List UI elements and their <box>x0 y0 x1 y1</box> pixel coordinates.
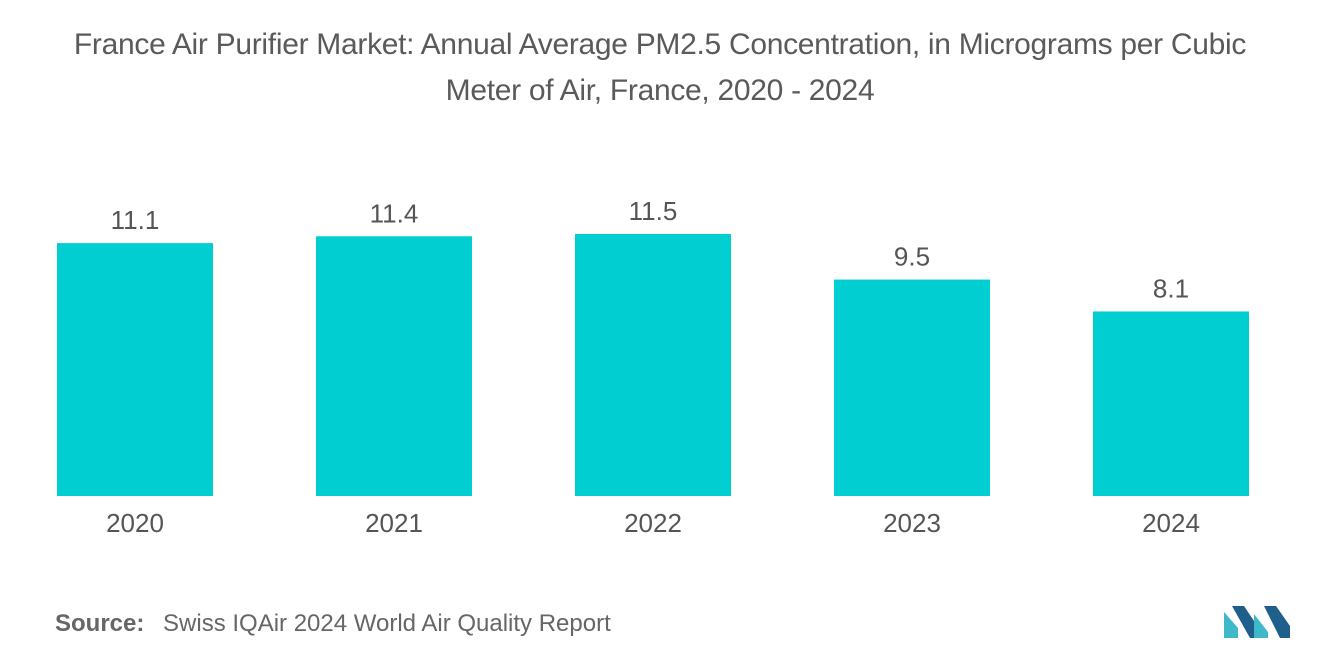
bar-2023 <box>834 279 990 496</box>
logo-shape-mid-2 <box>1254 614 1268 638</box>
chart-title: France Air Purifier Market: Annual Avera… <box>0 22 1320 114</box>
category-label-2021: 2021 <box>365 508 423 538</box>
source-note: Source: Swiss IQAir 2024 World Air Quali… <box>55 610 611 638</box>
value-label-2020: 11.1 <box>111 205 160 235</box>
chart-title-line-1: France Air Purifier Market: Annual Avera… <box>73 28 1247 61</box>
bar-2024 <box>1093 311 1249 496</box>
value-label-2022: 11.5 <box>629 196 678 226</box>
bar-2021 <box>316 236 472 496</box>
source-label: Source: <box>55 610 145 637</box>
category-label-2023: 2023 <box>883 508 941 538</box>
category-label-2024: 2024 <box>1142 508 1200 538</box>
mordor-logo-icon <box>1224 606 1290 638</box>
category-label-2022: 2022 <box>624 508 682 538</box>
chart-title-line-2: Meter of Air, France, 2020 - 2024 <box>445 74 875 107</box>
logo-shape-left <box>1224 612 1238 638</box>
source-text: Swiss IQAir 2024 World Air Quality Repor… <box>163 610 611 637</box>
value-label-2023: 9.5 <box>894 242 930 272</box>
bar-2020 <box>57 243 213 496</box>
logo-shape-mid <box>1232 606 1260 638</box>
category-label-2020: 2020 <box>106 508 164 538</box>
value-label-2021: 11.4 <box>370 198 419 228</box>
logo-shape-right <box>1264 606 1290 638</box>
value-label-2024: 8.1 <box>1153 273 1189 303</box>
bar-2022 <box>575 234 731 496</box>
